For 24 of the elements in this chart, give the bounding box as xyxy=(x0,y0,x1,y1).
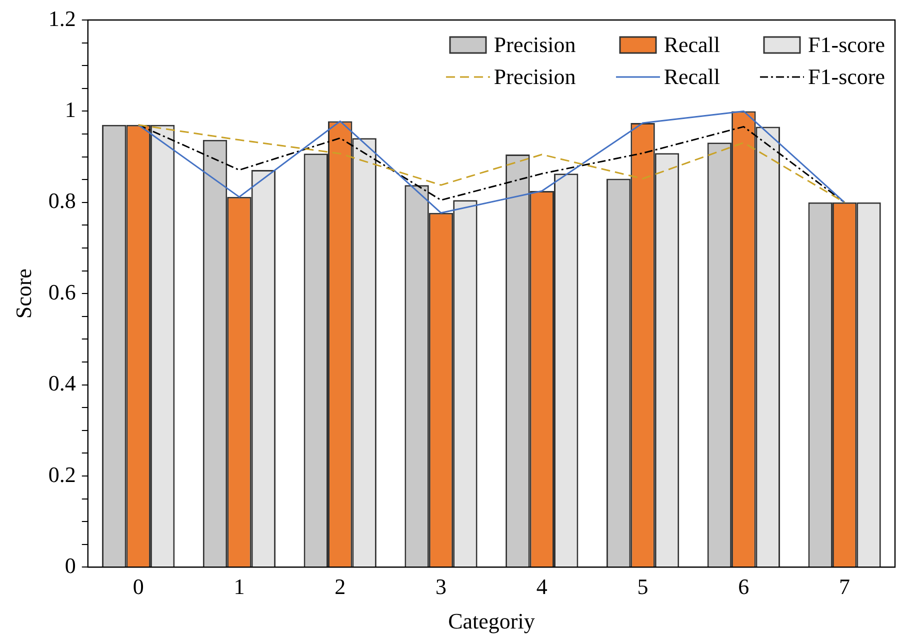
x-tick-label: 7 xyxy=(839,574,850,600)
y-tick-label: 0.4 xyxy=(48,370,76,396)
x-tick-label: 0 xyxy=(132,574,144,600)
legend-label: F1-score xyxy=(808,64,885,90)
x-tick-label: 4 xyxy=(536,574,548,600)
x-tick-label: 1 xyxy=(234,574,245,600)
y-tick-label: 0.8 xyxy=(48,188,76,214)
x-tick-label: 3 xyxy=(436,574,447,600)
legend-label: Recall xyxy=(664,64,720,90)
line-series xyxy=(138,124,846,204)
legend-label: F1-score xyxy=(808,32,885,58)
y-tick-label: 1 xyxy=(64,96,76,122)
x-tick-label: 5 xyxy=(637,574,648,600)
y-tick-label: 0.6 xyxy=(48,279,76,304)
x-axis-title: Categoriy xyxy=(448,608,535,634)
y-axis-title: Score xyxy=(10,268,36,319)
y-tick-label: 1.2 xyxy=(48,6,76,31)
legend-label: Recall xyxy=(664,32,720,58)
y-tick-label: 0 xyxy=(64,552,76,578)
legend-label: Precision xyxy=(494,32,576,58)
legend-label: Precision xyxy=(494,64,576,90)
y-tick-label: 0.2 xyxy=(48,462,76,487)
x-tick-label: 6 xyxy=(738,574,750,600)
x-tick-label: 2 xyxy=(334,574,346,600)
